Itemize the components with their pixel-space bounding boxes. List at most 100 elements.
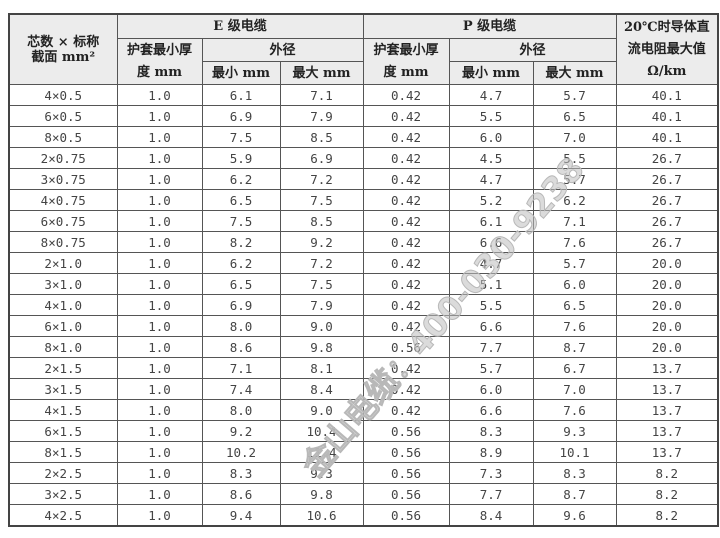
cell-p-sheath: 0.42 — [362, 294, 450, 316]
cell-p-min: 5.5 — [448, 105, 534, 127]
cell-e-min: 8.0 — [201, 315, 281, 337]
cell-spec: 4×0.5 — [8, 84, 118, 106]
cell-resistance: 40.1 — [615, 126, 719, 148]
cell-e-min: 10.2 — [201, 441, 281, 463]
cell-spec: 8×0.5 — [8, 126, 118, 148]
cell-e-min: 8.0 — [201, 399, 281, 421]
cell-p-min: 5.2 — [448, 189, 534, 211]
cell-e-sheath: 1.0 — [116, 210, 203, 232]
table-row: 3×1.0 1.0 6.5 7.5 0.42 5.1 6.0 20.0 — [8, 273, 719, 295]
cell-p-sheath: 0.56 — [362, 336, 450, 358]
cell-spec: 2×1.5 — [8, 357, 118, 379]
cell-p-sheath: 0.56 — [362, 504, 450, 527]
cell-e-min: 6.2 — [201, 252, 281, 274]
cell-p-max: 7.0 — [532, 378, 617, 400]
cell-e-max: 7.5 — [279, 273, 364, 295]
cell-e-min: 6.9 — [201, 105, 281, 127]
cell-p-min: 5.5 — [448, 294, 534, 316]
cell-e-min: 8.6 — [201, 483, 281, 505]
cell-e-min: 6.1 — [201, 84, 281, 106]
cell-e-min: 9.4 — [201, 504, 281, 527]
table-row: 6×0.75 1.0 7.5 8.5 0.42 6.1 7.1 26.7 — [8, 210, 719, 232]
header-e-min: 最小 mm — [201, 61, 281, 85]
cell-resistance: 26.7 — [615, 210, 719, 232]
cell-e-sheath: 1.0 — [116, 126, 203, 148]
cell-p-min: 6.6 — [448, 231, 534, 253]
cell-resistance: 13.7 — [615, 441, 719, 463]
cell-p-min: 4.7 — [448, 168, 534, 190]
cell-resistance: 26.7 — [615, 189, 719, 211]
cell-e-min: 6.2 — [201, 168, 281, 190]
cell-e-sheath: 1.0 — [116, 399, 203, 421]
cell-e-max: 8.4 — [279, 378, 364, 400]
cell-e-max: 7.2 — [279, 168, 364, 190]
table-row: 4×0.5 1.0 6.1 7.1 0.42 4.7 5.7 40.1 — [8, 84, 719, 106]
cell-spec: 8×1.5 — [8, 441, 118, 463]
table-row: 4×0.75 1.0 6.5 7.5 0.42 5.2 6.2 26.7 — [8, 189, 719, 211]
cell-p-sheath: 0.42 — [362, 189, 450, 211]
cell-e-max: 11.4 — [279, 441, 364, 463]
header-p-grade: P 级电缆 — [362, 13, 617, 39]
cell-p-sheath: 0.56 — [362, 420, 450, 442]
cell-p-sheath: 0.56 — [362, 462, 450, 484]
cell-e-max: 9.0 — [279, 399, 364, 421]
table-row: 6×1.0 1.0 8.0 9.0 0.42 6.6 7.6 20.0 — [8, 315, 719, 337]
header-spec: 芯数 × 标称 截面 mm² — [8, 13, 118, 85]
cell-p-max: 7.0 — [532, 126, 617, 148]
cell-e-sheath: 1.0 — [116, 231, 203, 253]
cell-resistance: 13.7 — [615, 399, 719, 421]
cell-p-max: 8.7 — [532, 336, 617, 358]
table-row: 4×2.5 1.0 9.4 10.6 0.56 8.4 9.6 8.2 — [8, 504, 719, 527]
cell-e-max: 9.2 — [279, 231, 364, 253]
cell-e-max: 7.5 — [279, 189, 364, 211]
cell-p-sheath: 0.42 — [362, 105, 450, 127]
cell-e-min: 9.2 — [201, 420, 281, 442]
cell-resistance: 8.2 — [615, 504, 719, 527]
cell-p-sheath: 0.42 — [362, 126, 450, 148]
cell-resistance: 26.7 — [615, 231, 719, 253]
header-e-outer: 外径 — [201, 38, 364, 62]
cell-p-min: 7.7 — [448, 336, 534, 358]
cell-p-min: 6.0 — [448, 378, 534, 400]
cell-e-min: 6.5 — [201, 273, 281, 295]
header-p-sheath: 护套最小厚度 mm — [362, 38, 450, 85]
cell-resistance: 20.0 — [615, 252, 719, 274]
cell-p-sheath: 0.42 — [362, 147, 450, 169]
cell-spec: 3×0.75 — [8, 168, 118, 190]
cell-e-sheath: 1.0 — [116, 378, 203, 400]
cell-resistance: 20.0 — [615, 273, 719, 295]
cell-p-min: 7.3 — [448, 462, 534, 484]
cell-spec: 6×0.75 — [8, 210, 118, 232]
table-row: 3×0.75 1.0 6.2 7.2 0.42 4.7 5.7 26.7 — [8, 168, 719, 190]
table-row: 8×1.0 1.0 8.6 9.8 0.56 7.7 8.7 20.0 — [8, 336, 719, 358]
cell-p-max: 5.7 — [532, 252, 617, 274]
cell-e-min: 7.5 — [201, 126, 281, 148]
cell-e-max: 8.5 — [279, 210, 364, 232]
cell-e-max: 9.3 — [279, 462, 364, 484]
cell-resistance: 20.0 — [615, 315, 719, 337]
cell-e-max: 9.8 — [279, 336, 364, 358]
header-p-outer: 外径 — [448, 38, 617, 62]
cell-resistance: 26.7 — [615, 147, 719, 169]
cell-e-max: 8.5 — [279, 126, 364, 148]
cell-p-sheath: 0.42 — [362, 315, 450, 337]
cell-p-max: 7.6 — [532, 399, 617, 421]
cell-spec: 3×2.5 — [8, 483, 118, 505]
cell-resistance: 40.1 — [615, 105, 719, 127]
table-body: 4×0.5 1.0 6.1 7.1 0.42 4.7 5.7 40.1 6×0.5 1.0 6.9 7… — [8, 84, 719, 527]
cell-resistance: 8.2 — [615, 483, 719, 505]
cell-resistance: 20.0 — [615, 294, 719, 316]
cell-p-max: 6.2 — [532, 189, 617, 211]
cell-spec: 6×1.0 — [8, 315, 118, 337]
cable-spec-table: 芯数 × 标称 截面 mm² E 级电缆 P 级电缆 20℃时导体直流电阻最大值… — [8, 13, 720, 527]
cell-e-sheath: 1.0 — [116, 504, 203, 527]
cell-e-sheath: 1.0 — [116, 189, 203, 211]
table-row: 2×0.75 1.0 5.9 6.9 0.42 4.5 5.5 26.7 — [8, 147, 719, 169]
cell-p-min: 5.7 — [448, 357, 534, 379]
cell-e-sheath: 1.0 — [116, 315, 203, 337]
cell-p-max: 6.5 — [532, 294, 617, 316]
cell-p-min: 8.9 — [448, 441, 534, 463]
cell-spec: 3×1.5 — [8, 378, 118, 400]
cell-resistance: 26.7 — [615, 168, 719, 190]
cell-e-max: 8.1 — [279, 357, 364, 379]
